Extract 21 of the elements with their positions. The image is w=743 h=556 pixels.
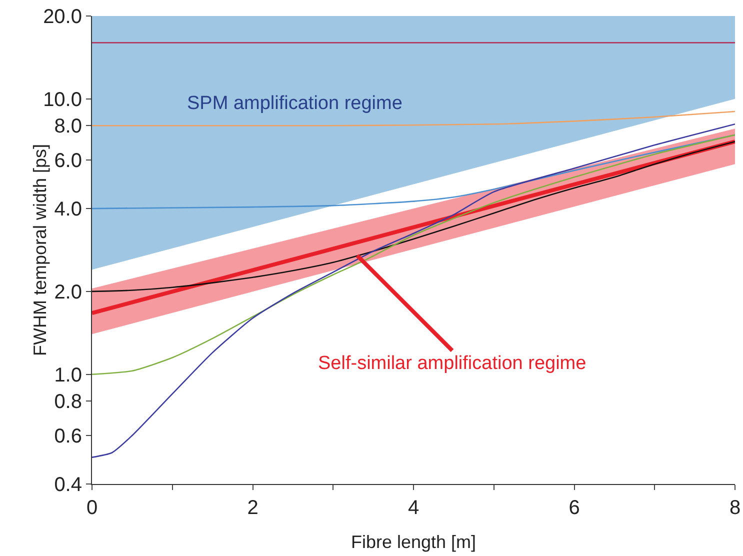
annotation: Self-similar amplification regime <box>318 353 586 374</box>
line-series <box>92 123 735 458</box>
y-tick-label: 0.4 <box>54 474 82 496</box>
y-tick-label: 1.0 <box>54 364 82 386</box>
y-tick-label: 20.0 <box>43 6 82 28</box>
x-axis-title: Fibre length [m] <box>350 532 476 552</box>
x-tick-label: 8 <box>729 497 741 519</box>
y-axis-title: FWHM temporal width [ps] <box>30 144 50 356</box>
y-tick-label: 2.0 <box>54 281 82 304</box>
y-tick-label: 8.0 <box>54 116 82 138</box>
annotation: SPM amplification regime <box>187 93 402 114</box>
y-tick-label: 6.0 <box>54 150 82 172</box>
y-tick-label: 0.8 <box>54 391 82 414</box>
x-tick-label: 0 <box>86 497 98 519</box>
x-tick-label: 2 <box>247 497 258 519</box>
x-tick-label: 4 <box>408 497 420 519</box>
y-tick-label: 0.6 <box>54 425 82 448</box>
y-tick-label: 4.0 <box>54 198 82 221</box>
y-tick-label: 10.0 <box>43 88 82 111</box>
x-tick-label: 6 <box>568 497 580 519</box>
line-series <box>92 134 735 376</box>
